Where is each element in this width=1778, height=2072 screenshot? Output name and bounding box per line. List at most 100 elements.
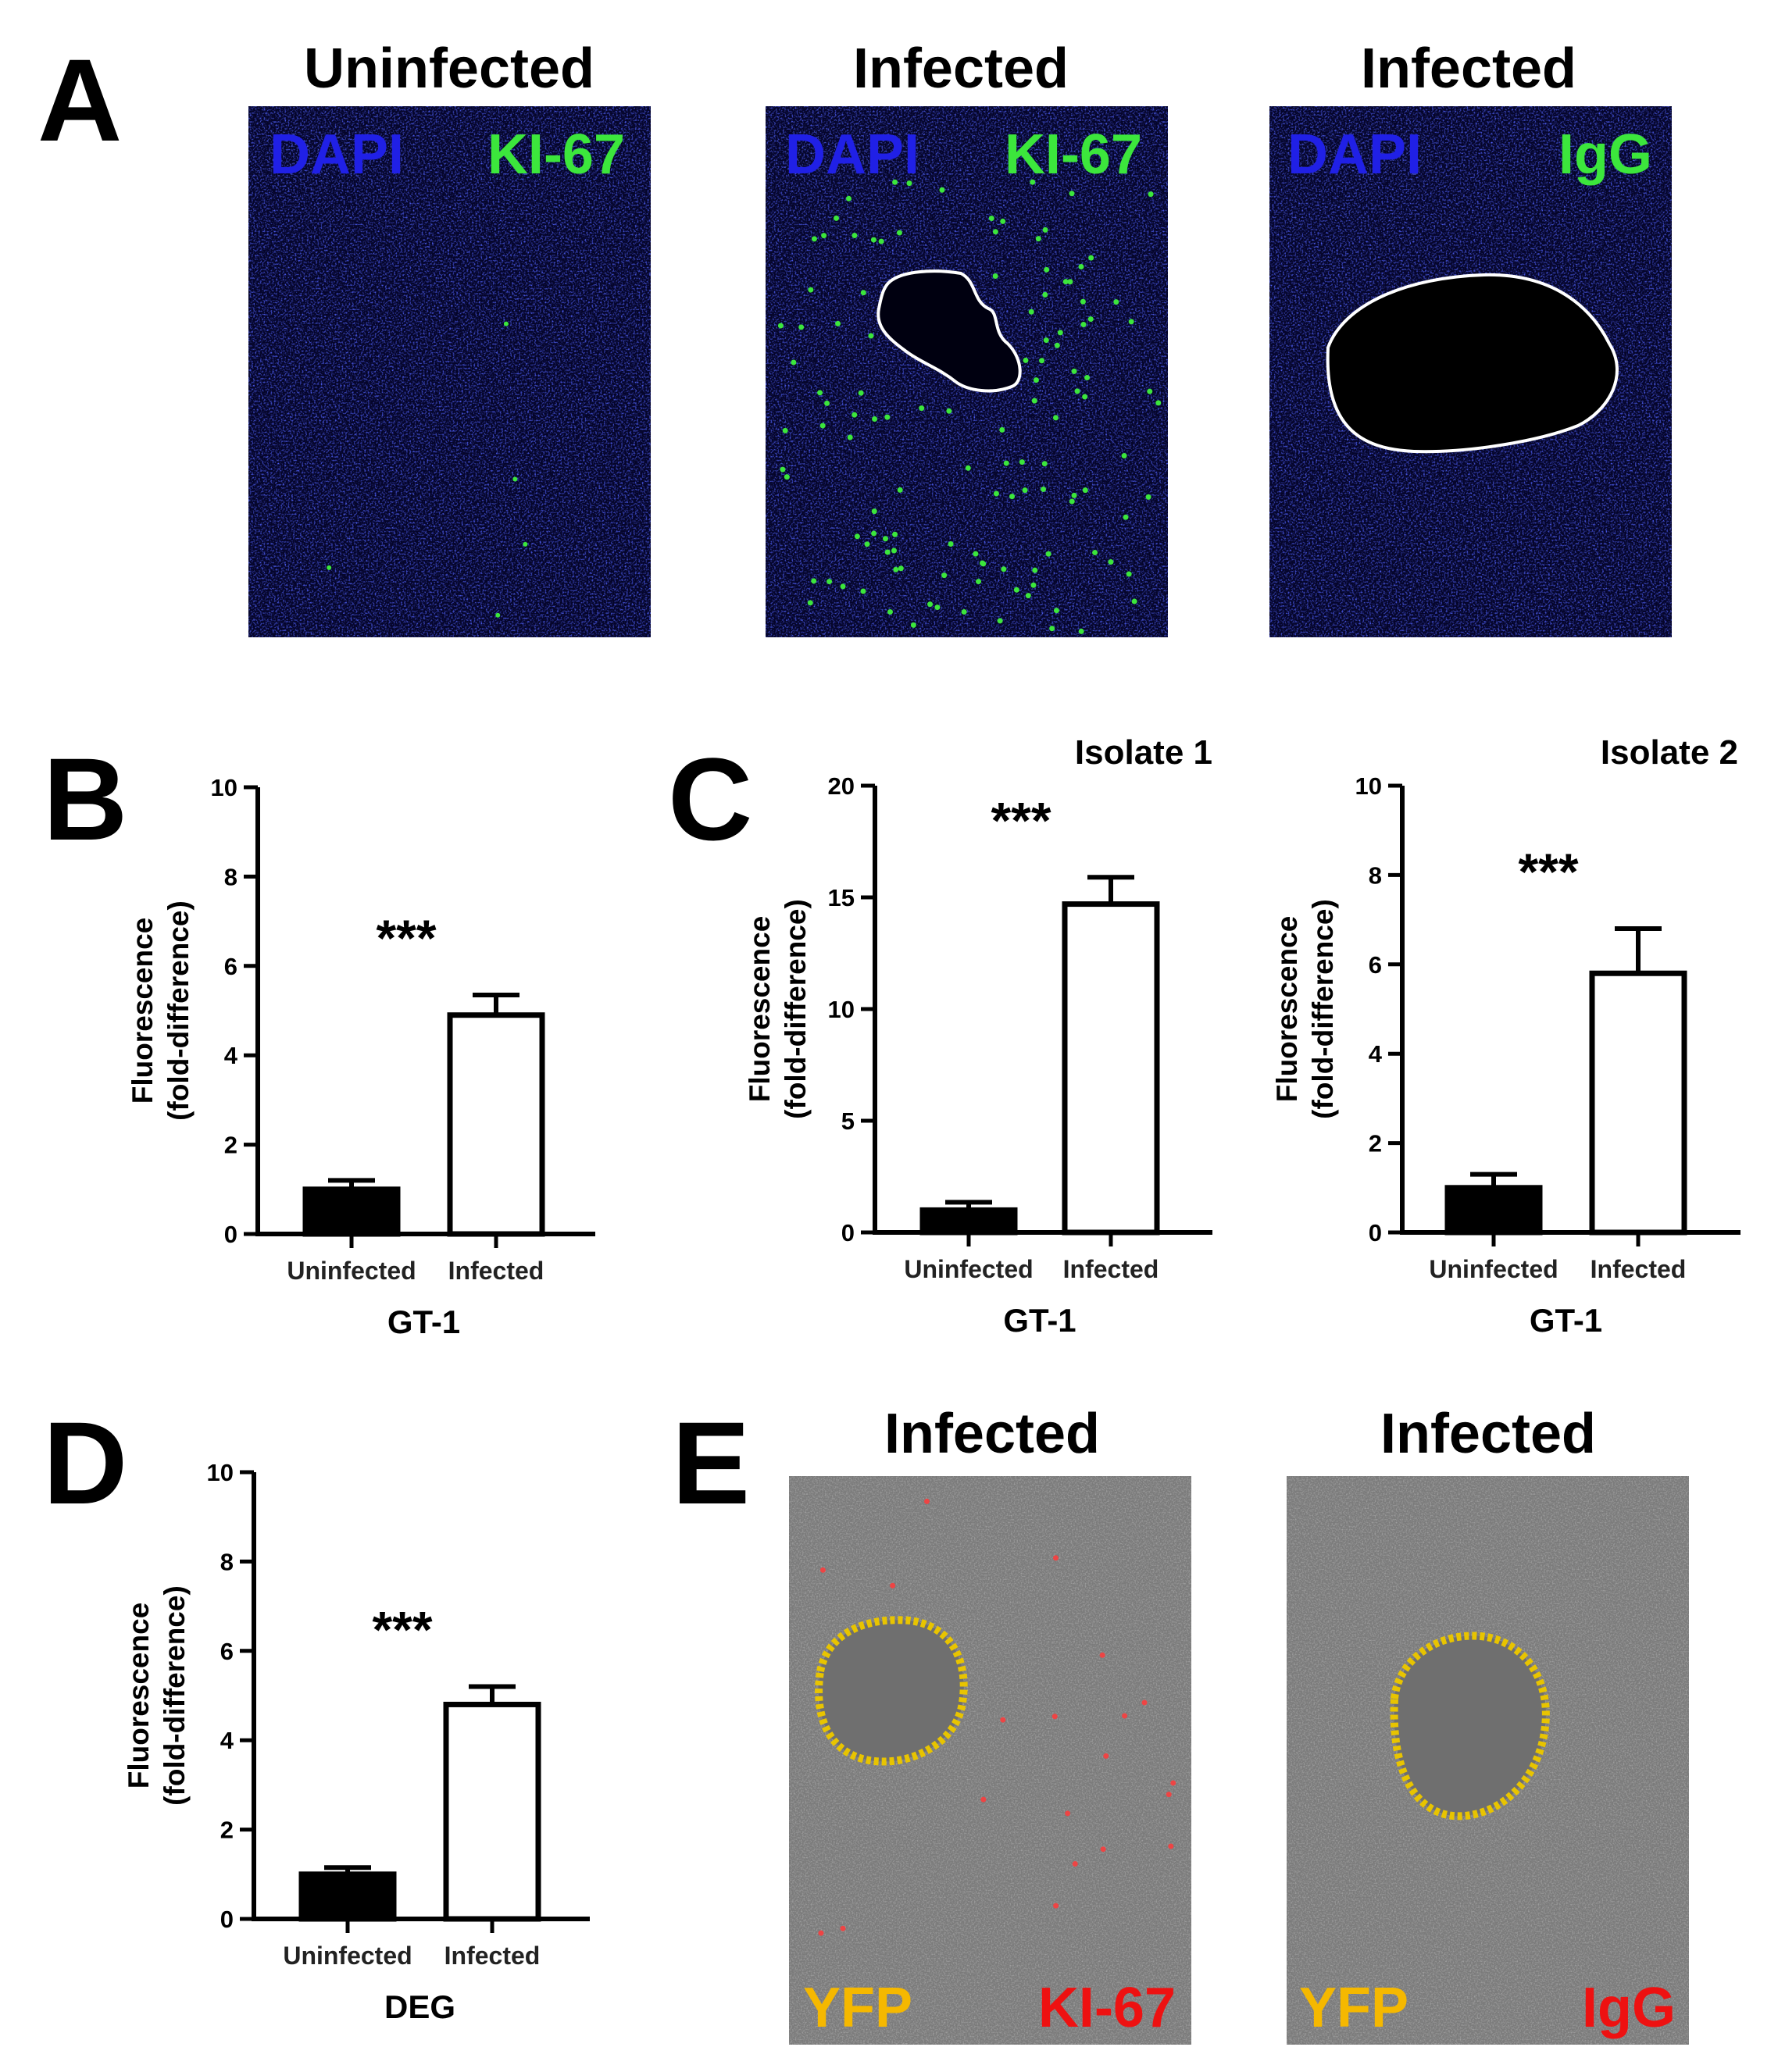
positive-cell — [860, 588, 866, 594]
positive-cell — [887, 608, 893, 615]
positive-cell — [973, 551, 979, 557]
y-axis-label: (fold-difference) — [159, 1585, 191, 1806]
positive-cell — [992, 273, 998, 280]
y-tick-label: 20 — [828, 772, 855, 800]
positive-cell — [896, 230, 902, 236]
positive-cell — [1145, 494, 1151, 500]
positive-cell — [927, 601, 934, 608]
positive-cell — [847, 434, 853, 440]
y-tick-label: 10 — [211, 774, 237, 801]
positive-cell — [852, 233, 858, 239]
y-tick-label: 10 — [828, 996, 855, 1023]
bar-uninfected — [919, 1207, 1018, 1236]
positive-cell — [871, 508, 877, 515]
positive-cell — [860, 290, 866, 296]
panel-a-channel-dapi-2: DAPI — [785, 123, 919, 186]
positive-cell — [1052, 1555, 1059, 1561]
positive-cell — [872, 416, 878, 423]
panel-a-image-2: Infected DAPI KI-67 — [766, 37, 1168, 637]
positive-cell — [1099, 1652, 1105, 1658]
positive-cell — [821, 233, 827, 239]
panel-a-channel-ki67-1: KI-67 — [487, 123, 625, 186]
x-axis-label: DEG — [384, 1988, 455, 2025]
positive-cell — [1078, 628, 1084, 634]
cyst-yfp-rim — [1390, 1632, 1550, 1821]
positive-cell — [923, 1498, 930, 1504]
positive-cell — [1025, 593, 1031, 599]
positive-cell — [834, 215, 840, 221]
bar-infected — [443, 1701, 541, 1922]
y-tick-label: 6 — [224, 953, 237, 980]
x-tick-label: Uninfected — [283, 1942, 412, 1970]
positive-cell — [1030, 582, 1037, 588]
positive-cell — [1084, 375, 1091, 381]
positive-cell — [852, 412, 858, 418]
positive-cell — [1168, 1843, 1174, 1849]
y-tick-label: 10 — [1355, 772, 1382, 800]
positive-cell — [791, 359, 797, 366]
significance-stars: *** — [376, 909, 436, 967]
positive-cell — [777, 323, 784, 329]
positive-cell — [999, 426, 1005, 433]
positive-cell — [1009, 494, 1016, 500]
positive-cell — [1041, 486, 1047, 492]
positive-cell — [1022, 487, 1028, 494]
positive-cell — [1071, 368, 1077, 374]
positive-cell — [1100, 1846, 1106, 1853]
positive-cell — [1087, 316, 1094, 323]
y-tick-label: 8 — [224, 863, 237, 890]
positive-cell — [1028, 308, 1034, 315]
panel-a-image-1: Uninfected DAPI KI-67 — [248, 37, 651, 637]
y-tick-label: 4 — [1369, 1040, 1383, 1068]
panel-e-title-1: Infected — [884, 1403, 1100, 1465]
y-tick-label: 0 — [1369, 1219, 1382, 1246]
y-tick-label: 0 — [224, 1221, 237, 1248]
cyst-yfp-rim — [815, 1616, 968, 1766]
positive-cell — [1123, 514, 1129, 520]
positive-cell — [1170, 1780, 1176, 1786]
y-axis-label: (fold-difference) — [162, 900, 195, 1121]
y-tick-label: 2 — [220, 1817, 234, 1844]
positive-cell — [1155, 400, 1162, 406]
positive-cell — [948, 541, 954, 547]
chart-title: Isolate 1 — [1075, 733, 1212, 772]
x-tick-label: Uninfected — [287, 1257, 416, 1285]
bar-uninfected — [302, 1186, 401, 1237]
positive-cell — [1122, 1713, 1128, 1719]
panel-e-channel-igg-2: IgG — [1582, 1977, 1676, 2039]
positive-cell — [1121, 453, 1127, 459]
positive-cell — [1147, 388, 1153, 394]
positive-cell — [1069, 498, 1075, 505]
positive-cell — [1148, 191, 1154, 198]
significance-stars: *** — [372, 1601, 432, 1659]
panel-letter-d: D — [43, 1397, 127, 1528]
positive-cell — [1071, 492, 1077, 498]
panel-a-title-1: Uninfected — [304, 37, 594, 100]
panel-e-channel-yfp-1: YFP — [803, 1977, 912, 2039]
positive-cell — [818, 1930, 824, 1936]
panel-letter-a: A — [37, 34, 122, 166]
y-tick-label: 0 — [841, 1219, 855, 1246]
positive-cell — [1057, 330, 1063, 336]
y-axis-label: (fold-difference) — [780, 899, 812, 1119]
positive-cell — [946, 408, 952, 414]
x-axis-label: GT-1 — [1530, 1302, 1602, 1339]
y-tick-label: 15 — [828, 884, 855, 911]
y-axis-label: Fluorescence — [127, 918, 159, 1104]
panel-a-title-3: Infected — [1361, 37, 1576, 100]
ki67-positive-cells — [818, 1498, 1176, 1936]
chart-b: 0 2 4 6 8 10 Uninfected Infected GT-1 Fluorescenc… — [127, 774, 595, 1340]
positive-cell — [1108, 559, 1114, 565]
positive-cell — [858, 390, 864, 396]
positive-cell — [1166, 1792, 1172, 1798]
positive-cell — [523, 541, 528, 547]
chart-c-isolate-1: 0 5 10 15 20 Uninfected Infected GT-1 Fluorescen… — [744, 733, 1212, 1339]
positive-cell — [1067, 279, 1073, 285]
positive-cell — [817, 390, 823, 396]
panel-letter-c: C — [668, 733, 752, 865]
positive-cell — [1080, 321, 1087, 327]
positive-cell — [1043, 337, 1049, 344]
positive-cell — [993, 490, 999, 497]
positive-cell — [976, 579, 982, 585]
